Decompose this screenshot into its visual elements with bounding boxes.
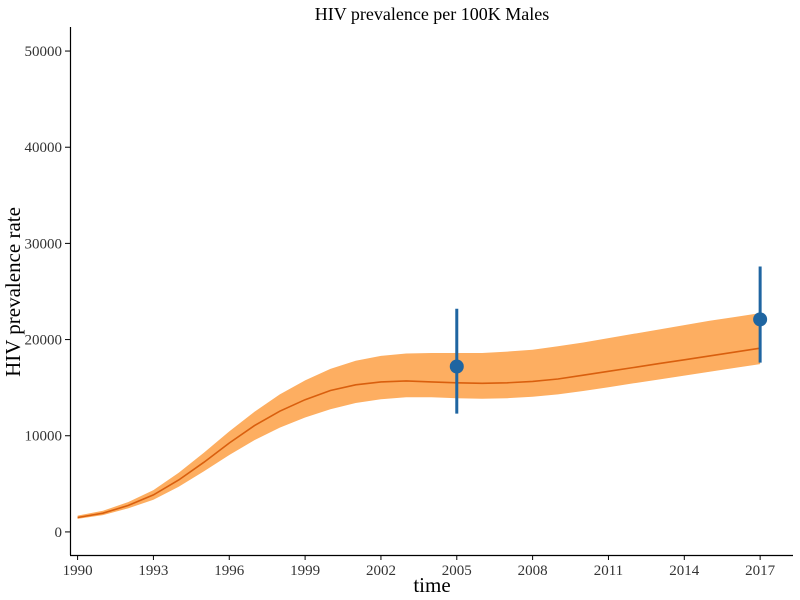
observed-points-layer <box>449 266 768 414</box>
x-tick-label: 2011 <box>594 563 623 579</box>
x-axis-label: time <box>413 573 450 597</box>
observed-point <box>449 359 464 374</box>
y-tick-label: 20000 <box>25 333 63 349</box>
x-tick-label: 1999 <box>290 563 320 579</box>
x-tick-label: 2017 <box>745 563 776 579</box>
y-tick-label: 50000 <box>25 44 63 60</box>
x-tick-label: 2005 <box>442 563 472 579</box>
y-axis-ticks: 0 10000 20000 30000 40000 50000 <box>25 44 70 541</box>
x-axis-ticks: 1990 1993 1996 1999 2002 2005 2008 2011 2014 2017 <box>63 555 776 579</box>
x-tick-label: 1993 <box>138 563 168 579</box>
x-tick-label: 1996 <box>214 563 245 579</box>
confidence-band-layer <box>77 313 761 519</box>
x-tick-label: 2014 <box>669 563 700 579</box>
x-tick-label: 2002 <box>366 563 396 579</box>
chart-title: HIV prevalence per 100K Males <box>315 4 550 24</box>
y-tick-label: 10000 <box>25 429 63 445</box>
y-tick-label: 40000 <box>25 140 63 156</box>
model-estimate-line <box>77 347 761 519</box>
y-tick-label: 0 <box>55 525 63 541</box>
x-tick-label: 2008 <box>518 563 548 579</box>
observed-point <box>753 312 768 327</box>
y-tick-label: 30000 <box>25 236 63 252</box>
y-axis-label: HIV prevalence rate <box>1 207 25 377</box>
x-tick-label: 1990 <box>63 563 93 579</box>
model-line-layer <box>77 347 761 519</box>
confidence-band <box>77 313 761 519</box>
